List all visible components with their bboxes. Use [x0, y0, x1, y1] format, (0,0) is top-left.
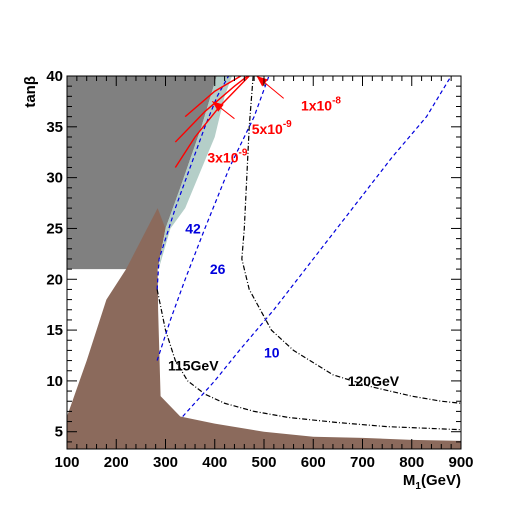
ticks: [66, 75, 462, 449]
label-a1e8-text: 1x10: [301, 98, 332, 114]
y-tick-label: 5: [55, 424, 63, 441]
y-tick-label: 40: [46, 68, 63, 85]
x-axis-title: M1(GeV): [403, 472, 461, 492]
curve-mh115: [156, 289, 461, 431]
curve-abund26: [156, 76, 270, 361]
label-a42-text: 42: [185, 221, 201, 237]
x-axis-title-unit: (GeV): [421, 472, 461, 489]
y-tick-label: 20: [46, 271, 63, 288]
tick-labels: 100 200 300 400 500 600 700 800 900 5 10 15 20 25 30 35…: [46, 68, 473, 471]
y-tick-label: 25: [46, 220, 63, 237]
x-tick-label: 500: [251, 454, 276, 471]
x-axis-title-sub: 1: [415, 481, 421, 492]
label-a5e9: 5x10-9: [252, 119, 292, 137]
arrows: [211, 75, 285, 120]
y-tick-label: 30: [46, 170, 63, 187]
arrow-arr1-head: [256, 76, 268, 87]
label-a10: 10: [264, 345, 280, 361]
label-a5e9-sup: -9: [283, 119, 292, 130]
curve-abund10: [182, 76, 452, 417]
curve-bsg_3e9: [174, 76, 250, 168]
label-a3e9: 3x10-9: [207, 147, 247, 165]
label-a26: 26: [210, 261, 226, 277]
label-a115: 115GeV: [168, 358, 219, 374]
y-axis-title-greek: β: [22, 76, 39, 85]
label-a115-text: 115GeV: [168, 358, 219, 374]
y-axis-title: tanβ: [22, 76, 39, 108]
label-a3e9-text: 3x10: [207, 149, 238, 165]
y-axis-title-main: tan: [22, 85, 39, 108]
x-axis-title-main: M: [403, 472, 416, 489]
arrow-arr2-head: [212, 101, 224, 112]
y-tick-label: 10: [46, 373, 63, 390]
x-tick-label: 100: [54, 454, 79, 471]
x-tick-label: 200: [104, 454, 129, 471]
label-a3e9-sup: -9: [239, 147, 248, 158]
label-a5e9-text: 5x10: [252, 121, 283, 137]
curve-mh120: [241, 76, 461, 404]
x-tick-label: 900: [448, 454, 473, 471]
x-tick-label: 300: [153, 454, 178, 471]
excluded-regions: [67, 76, 461, 449]
x-tick-label: 600: [301, 454, 326, 471]
label-a1e8-sup: -8: [332, 96, 341, 107]
x-tick-label: 800: [399, 454, 424, 471]
x-tick-label: 400: [202, 454, 227, 471]
label-a26-text: 26: [210, 261, 226, 277]
y-tick-label: 15: [46, 322, 63, 339]
label-a10-text: 10: [264, 345, 280, 361]
region-allowed_teal: [158, 76, 232, 272]
curve-abund42: [156, 76, 230, 290]
label-a42: 42: [185, 221, 201, 237]
x-tick-label: 700: [350, 454, 375, 471]
y-tick-label: 35: [46, 119, 63, 136]
label-a1e8: 1x10-8: [301, 96, 341, 114]
label-a120-text: 120GeV: [348, 373, 400, 389]
label-a120: 120GeV: [348, 373, 400, 389]
region-excluded_brown: [67, 208, 461, 449]
